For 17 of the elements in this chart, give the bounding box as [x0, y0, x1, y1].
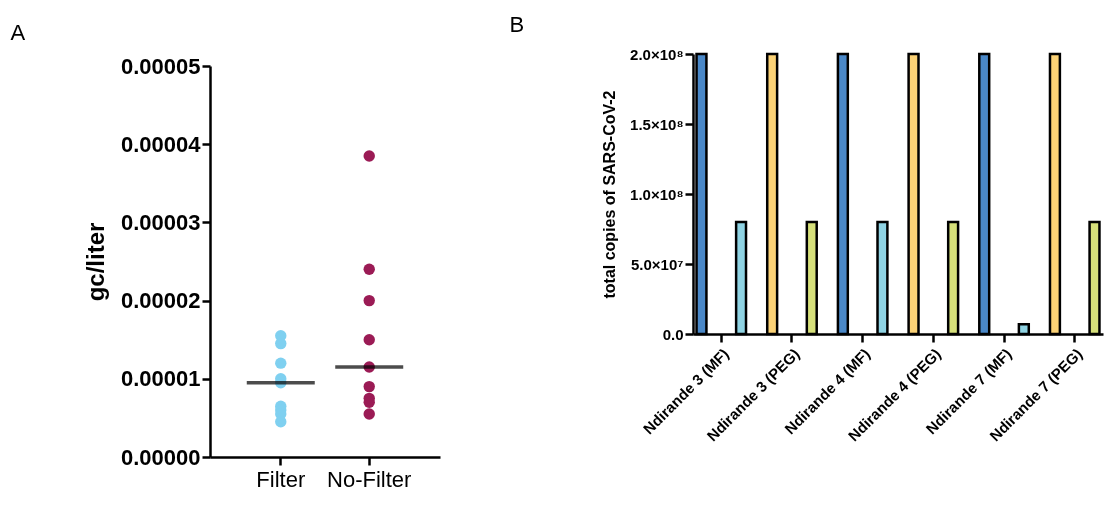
y-tick-label: 0.00001: [120, 366, 201, 392]
y-tick-label: 0.0: [662, 325, 684, 343]
x-tick-label: Filter: [256, 466, 306, 492]
x-tick-label: No-Filter: [327, 466, 412, 492]
y-tick-label: 0.00005: [120, 53, 201, 79]
y-tick-label: 1.5×10⁸: [630, 115, 684, 133]
y-tick-label: 5.0×10⁷: [631, 255, 684, 273]
y-tick-label: 2.0×10⁸: [630, 45, 684, 63]
y-tick-label: 0.00003: [120, 209, 201, 235]
y-tick-label: 0.00000: [120, 444, 201, 470]
y-tick-label: 0.00002: [120, 288, 201, 314]
y-axis-title: gc/liter: [81, 222, 109, 302]
y-axis-title: total copies of SARS-CoV-2: [601, 90, 619, 299]
y-tick-label: 0.00004: [120, 131, 202, 157]
text: B: [509, 12, 525, 37]
text: A: [10, 20, 26, 45]
y-tick-label: 1.0×10⁸: [630, 185, 684, 203]
